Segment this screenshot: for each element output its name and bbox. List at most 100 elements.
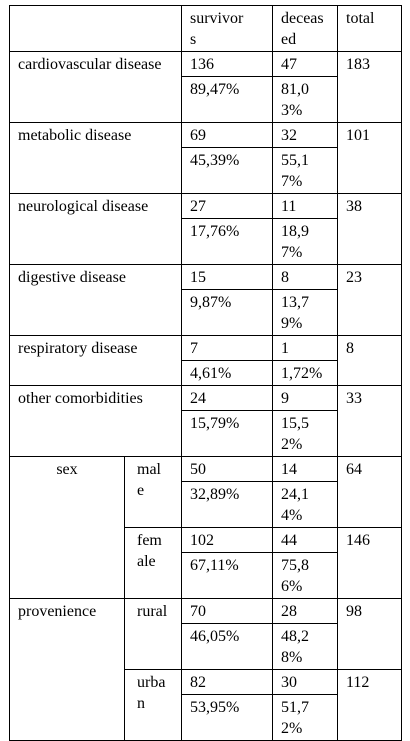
count: 69 bbox=[190, 127, 206, 144]
total: 146 bbox=[346, 532, 370, 549]
cell: 17,76% bbox=[181, 218, 273, 265]
cell: 15,52% bbox=[272, 410, 338, 457]
cell: 15,79% bbox=[181, 410, 273, 457]
cell: 51,72% bbox=[272, 694, 338, 741]
cell: neurological disease bbox=[9, 193, 182, 265]
cell: male bbox=[124, 456, 182, 528]
cell: digestive disease bbox=[9, 264, 182, 336]
percent: 46,05% bbox=[190, 628, 240, 645]
cell: 46,05% bbox=[181, 623, 273, 670]
percent: 4,61% bbox=[190, 365, 232, 382]
total: 101 bbox=[346, 127, 370, 144]
percent-row: 9,87% 13,79% bbox=[10, 289, 402, 336]
cell: 98 bbox=[337, 598, 402, 670]
cell: survivors bbox=[181, 5, 273, 52]
percent: 13,79% bbox=[281, 294, 309, 332]
percent: 15,52% bbox=[281, 415, 309, 453]
total: 8 bbox=[346, 340, 354, 357]
row-label: other comorbidities bbox=[18, 390, 143, 407]
cell: 18,97% bbox=[272, 218, 338, 265]
cell: 13,79% bbox=[272, 289, 338, 336]
cell: 75,86% bbox=[272, 552, 338, 599]
data-table: survivors deceased total cardiovascular dis… bbox=[9, 5, 402, 741]
cell: 14 bbox=[272, 456, 338, 482]
cell: 1,72% bbox=[272, 360, 338, 386]
cell: 81,03% bbox=[272, 76, 338, 123]
percent: 67,11% bbox=[190, 557, 239, 574]
count-row: respiratory disease 7 1 8 bbox=[9, 335, 402, 386]
cell: 136 bbox=[181, 51, 273, 77]
cell: 146 bbox=[337, 527, 402, 599]
cell: 82 bbox=[181, 669, 273, 695]
cell: 27 bbox=[181, 193, 273, 219]
count: 8 bbox=[281, 269, 289, 286]
percent: 32,89% bbox=[190, 486, 240, 503]
count-row: neurological disease 27 11 38 bbox=[9, 193, 402, 265]
cell: 32 bbox=[272, 122, 338, 148]
cell: 11 bbox=[272, 193, 338, 219]
cell: urban bbox=[124, 669, 182, 741]
cell: 32,89% bbox=[181, 481, 273, 528]
cell: 9,87% bbox=[181, 289, 273, 336]
total: 183 bbox=[346, 56, 370, 73]
total: 38 bbox=[346, 198, 362, 215]
cell: other comorbidities bbox=[9, 385, 182, 457]
header-cell: survivors bbox=[190, 10, 244, 48]
count: 14 bbox=[281, 461, 297, 478]
cell: provenience bbox=[9, 598, 125, 741]
group-label: provenience bbox=[18, 603, 97, 620]
count-row: metabolic disease 69 32 101 bbox=[9, 122, 402, 194]
total: 33 bbox=[346, 390, 362, 407]
row-label: cardiovascular disease bbox=[18, 56, 162, 73]
percent-row: 17,76% 18,97% bbox=[10, 218, 402, 265]
cell: female bbox=[124, 527, 182, 599]
count: 30 bbox=[281, 674, 297, 691]
percent: 51,72% bbox=[281, 699, 309, 737]
cell: 23 bbox=[337, 264, 402, 336]
cell: 30 bbox=[272, 669, 338, 695]
count: 7 bbox=[190, 340, 198, 357]
cell: rural bbox=[124, 598, 182, 670]
page: survivors deceased total cardiovascular dis… bbox=[9, 5, 402, 741]
count-row: provenience rural 70 28 98 bbox=[9, 598, 402, 741]
percent: 53,95% bbox=[190, 699, 240, 716]
count: 28 bbox=[281, 603, 297, 620]
sub-label: male bbox=[137, 461, 161, 499]
count-row: digestive disease 15 8 23 bbox=[9, 264, 402, 336]
cell: 44 bbox=[272, 527, 338, 553]
cell: 48,28% bbox=[272, 623, 338, 670]
cell: 102 bbox=[181, 527, 273, 553]
cell: 64 bbox=[337, 456, 402, 528]
percent-row: 15,79% 15,52% bbox=[10, 410, 402, 457]
count-row: other comorbidities 24 9 33 bbox=[9, 385, 402, 457]
cell: 28 bbox=[272, 598, 338, 624]
cell: 55,17% bbox=[272, 147, 338, 194]
header-row: survivors deceased total bbox=[9, 5, 402, 52]
cell: 9 bbox=[272, 385, 338, 411]
percent-row: 89,47% 81,03% bbox=[10, 76, 402, 123]
percent: 1,72% bbox=[281, 365, 323, 382]
group-label: sex bbox=[56, 461, 78, 478]
row-label: digestive disease bbox=[18, 269, 126, 286]
total: 98 bbox=[346, 603, 362, 620]
sub-label: rural bbox=[137, 603, 168, 620]
header-cell: total bbox=[346, 10, 375, 27]
total: 64 bbox=[346, 461, 362, 478]
count: 9 bbox=[281, 390, 289, 407]
cell: 53,95% bbox=[181, 694, 273, 741]
cell: 1 bbox=[272, 335, 338, 361]
total: 112 bbox=[346, 674, 370, 691]
percent: 17,76% bbox=[190, 223, 240, 240]
percent: 89,47% bbox=[190, 81, 240, 98]
cell: 24 bbox=[181, 385, 273, 411]
header-cell: deceased bbox=[281, 10, 324, 48]
row-label: respiratory disease bbox=[18, 340, 138, 357]
percent: 75,86% bbox=[281, 557, 309, 595]
cell: 112 bbox=[337, 669, 402, 741]
sub-label: female bbox=[137, 532, 162, 570]
percent-row: 46,05% 48,28% bbox=[10, 623, 402, 670]
cell: 70 bbox=[181, 598, 273, 624]
row-label: metabolic disease bbox=[18, 127, 132, 144]
cell: cardiovascular disease bbox=[9, 51, 182, 123]
count: 102 bbox=[190, 532, 214, 549]
